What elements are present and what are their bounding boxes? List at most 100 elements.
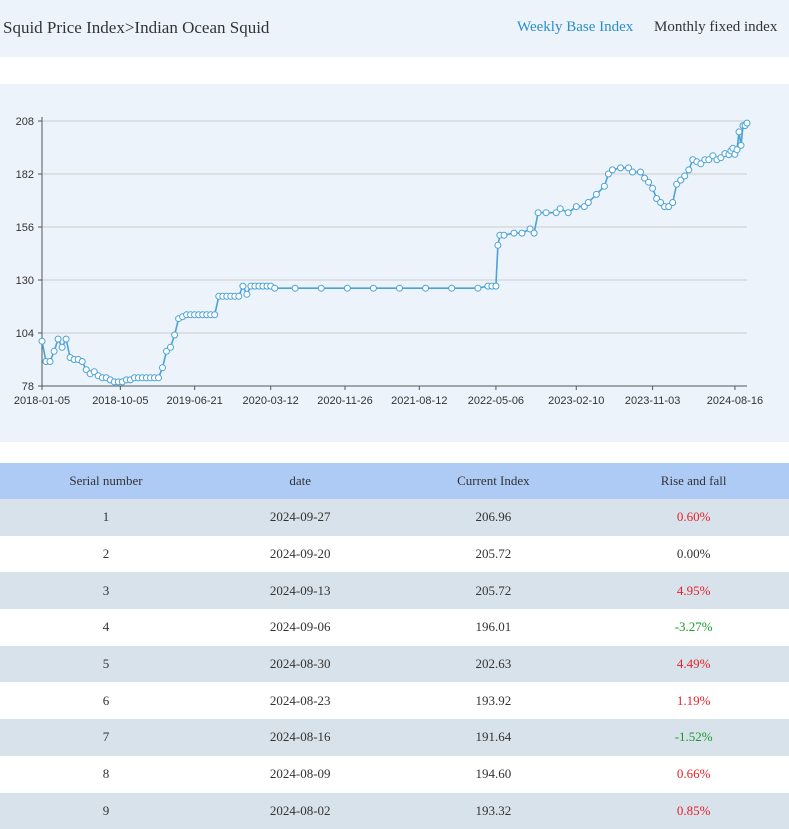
data-point: [51, 348, 57, 354]
data-point: [650, 185, 656, 191]
data-point: [630, 169, 636, 175]
x-tick-label: 2023-11-03: [625, 395, 680, 407]
data-point: [511, 230, 517, 236]
data-point: [585, 200, 591, 206]
cell-rise-and-fall: 0.00%: [598, 536, 789, 573]
y-tick-label: 182: [16, 169, 34, 181]
y-tick-label: 156: [16, 222, 34, 234]
column-header-current-index: Current Index: [388, 463, 598, 499]
cell-current-index: 193.92: [388, 682, 598, 719]
data-point: [212, 312, 218, 318]
data-point: [63, 336, 69, 342]
cell-date: 2024-08-23: [212, 682, 388, 719]
data-point: [618, 165, 624, 171]
data-point: [593, 191, 599, 197]
data-point: [535, 210, 541, 216]
cell-date: 2024-08-16: [212, 719, 388, 756]
data-point: [738, 142, 744, 148]
cell-rise-and-fall: 0.85%: [598, 793, 789, 829]
data-point: [370, 285, 376, 291]
cell-current-index: 205.72: [388, 572, 598, 609]
y-tick-label: 208: [16, 116, 34, 128]
cell-current-index: 191.64: [388, 719, 598, 756]
breadcrumb: Squid Price Index>Indian Ocean Squid: [3, 18, 269, 38]
data-point: [79, 359, 85, 365]
cell-rise-and-fall: -3.27%: [598, 609, 789, 646]
cell-serial: 1: [0, 499, 212, 536]
data-point: [47, 359, 53, 365]
cell-serial: 8: [0, 756, 212, 793]
data-point: [557, 206, 563, 212]
data-point: [686, 167, 692, 173]
data-point: [601, 183, 607, 189]
column-header-date: date: [212, 463, 388, 499]
cell-date: 2024-08-30: [212, 646, 388, 683]
data-point: [670, 200, 676, 206]
tab-weekly-base-index[interactable]: Weekly Base Index: [517, 19, 633, 36]
data-point: [744, 120, 750, 126]
cell-rise-and-fall: 4.49%: [598, 646, 789, 683]
data-point: [160, 365, 166, 371]
cell-serial: 3: [0, 572, 212, 609]
data-point: [423, 285, 429, 291]
cell-rise-and-fall: 4.95%: [598, 572, 789, 609]
data-point: [39, 338, 45, 344]
x-tick-label: 2021-08-12: [391, 395, 447, 407]
cell-current-index: 193.32: [388, 793, 598, 829]
cell-serial: 9: [0, 793, 212, 829]
cell-serial: 4: [0, 609, 212, 646]
cell-date: 2024-09-06: [212, 609, 388, 646]
data-point: [519, 230, 525, 236]
data-point: [292, 285, 298, 291]
cell-date: 2024-09-20: [212, 536, 388, 573]
data-point: [244, 291, 250, 297]
cell-current-index: 196.01: [388, 609, 598, 646]
cell-date: 2024-09-13: [212, 572, 388, 609]
x-tick-label: 2018-10-05: [92, 395, 148, 407]
cell-rise-and-fall: 0.66%: [598, 756, 789, 793]
y-tick-label: 104: [16, 328, 34, 340]
data-point: [344, 285, 350, 291]
data-point: [736, 129, 742, 135]
cell-serial: 6: [0, 682, 212, 719]
data-point: [168, 344, 174, 350]
column-header-rise-and-fall: Rise and fall: [598, 463, 789, 499]
data-point: [272, 285, 278, 291]
cell-date: 2024-09-27: [212, 499, 388, 536]
x-tick-label: 2020-11-26: [317, 395, 372, 407]
data-point: [682, 173, 688, 179]
data-point: [59, 344, 65, 350]
data-point: [565, 210, 571, 216]
data-point: [609, 167, 615, 173]
cell-rise-and-fall: -1.52%: [598, 719, 789, 756]
x-tick-label: 2020-03-12: [243, 395, 299, 407]
x-tick-label: 2019-06-21: [167, 395, 223, 407]
data-point: [495, 242, 501, 248]
data-point: [156, 375, 162, 381]
data-point: [172, 332, 178, 338]
cell-serial: 2: [0, 536, 212, 573]
column-header-serial: Serial number: [0, 463, 212, 499]
x-tick-label: 2022-05-06: [468, 395, 524, 407]
data-point: [543, 210, 549, 216]
y-tick-label: 78: [22, 381, 34, 393]
cell-date: 2024-08-02: [212, 793, 388, 829]
x-tick-label: 2024-08-16: [707, 395, 763, 407]
tab-monthly-fixed-index[interactable]: Monthly fixed index: [654, 19, 777, 36]
x-tick-label: 2023-02-10: [548, 395, 604, 407]
data-point: [646, 179, 652, 185]
data-point: [638, 169, 644, 175]
cell-serial: 7: [0, 719, 212, 756]
cell-current-index: 202.63: [388, 646, 598, 683]
data-point: [318, 285, 324, 291]
